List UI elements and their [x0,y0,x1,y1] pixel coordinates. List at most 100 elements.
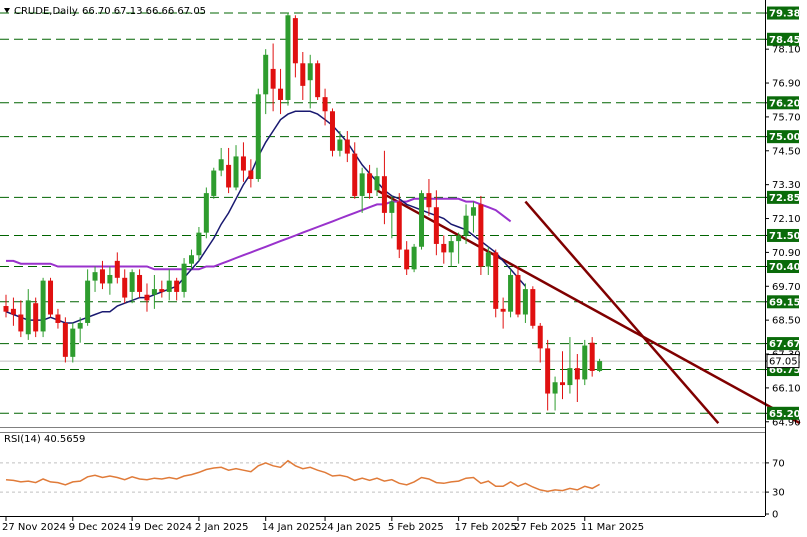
candle [233,145,239,191]
candle-body [248,170,254,180]
candle [560,351,565,400]
candle-body [329,111,335,151]
candle-body [344,139,350,154]
rsi-line [5,459,600,493]
price-level-badge [767,406,799,420]
candle-body [463,215,469,236]
candle [48,277,54,318]
candle [40,277,46,338]
candle [344,131,350,163]
candle [55,308,61,329]
candle-body [92,272,98,281]
candle [292,15,298,78]
price-level-value: 75.00 [769,132,801,143]
candle-body [240,156,246,171]
candle [478,195,484,275]
price-tick-label: 75.70 [772,112,801,123]
rsi-axis-ticks: 70 30 0 [765,458,785,521]
candle-body [582,345,588,380]
candle-body [485,252,491,267]
candle-body [352,153,358,196]
menu-triangle-icon[interactable] [4,8,10,13]
candle [419,190,425,250]
price-level-label: 78.45 [767,32,801,46]
candle-body [55,314,61,323]
candle-body [367,173,373,194]
candlesticks [3,12,603,411]
candle [567,337,573,394]
candle-body [129,272,135,292]
candle-body [545,348,551,394]
candle [493,249,499,318]
time-tick-label: 2 Jan 2025 [195,522,249,533]
time-tick-label: 27 Nov 2024 [2,522,66,533]
price-level-badge [767,6,799,20]
candle [189,249,194,270]
candle-body [560,382,565,386]
candle [381,150,387,225]
rsi-level-lines [0,462,765,493]
time-axis-ticks: 27 Nov 2024 9 Dec 2024 19 Dec 2024 2 Jan 20… [2,516,644,533]
candle-body [411,246,417,270]
price-level-badge [767,260,799,274]
candle [240,142,246,182]
price-level-value: 69.15 [769,297,801,308]
candle [456,232,462,264]
candle [597,358,603,373]
last-price-value: 67.05 [769,357,798,368]
candle [315,60,321,100]
fast-moving-average-line [5,110,526,324]
price-tick-label: 78.10 [772,45,801,56]
candle [404,241,410,275]
candle [196,226,202,261]
candle [33,297,39,338]
candle-body [137,274,143,292]
candle-body [441,243,447,253]
candle-body [419,193,425,247]
price-level-label: 76.20 [767,96,801,110]
candle-body [456,235,462,242]
price-tick-label: 64.90 [772,417,801,428]
last-price-badge [766,354,800,369]
candle-body [233,156,239,188]
candle-body [493,252,499,309]
candle-body [77,322,83,329]
candle [159,280,165,298]
candle-body [285,15,291,100]
price-level-badge [767,337,799,351]
candle [18,300,24,338]
candle [589,337,595,377]
candle [441,235,447,264]
candle-body [189,255,194,264]
candle-body [322,97,328,112]
candle-body [292,18,298,64]
price-level-value: 71.50 [769,231,801,242]
candle [337,131,343,157]
price-tick-label: 68.50 [772,316,801,327]
channel-lines [376,189,801,425]
candle [470,201,476,233]
price-level-value: 78.45 [769,35,801,46]
price-level-label: 69.15 [767,295,801,309]
price-level-label: 67.67 [767,337,801,351]
candle [530,286,536,329]
candle [122,269,128,304]
time-tick-label: 14 Jan 2025 [262,522,322,533]
candle-body [144,294,150,301]
candle [77,317,83,343]
candle [329,108,335,157]
candle [426,179,432,216]
candle [151,274,157,309]
time-tick-label: 11 Mar 2025 [581,522,644,533]
candle [537,322,543,363]
candle-body [166,280,172,292]
price-level-badge [767,190,799,204]
time-tick-label: 24 Jan 2025 [321,522,381,533]
candle [545,339,551,411]
price-level-label: 75.00 [767,130,801,144]
candle-body [478,204,484,267]
candle-body [3,306,9,312]
candle-body [389,201,395,213]
price-level-badge [767,96,799,110]
candle [166,269,172,301]
